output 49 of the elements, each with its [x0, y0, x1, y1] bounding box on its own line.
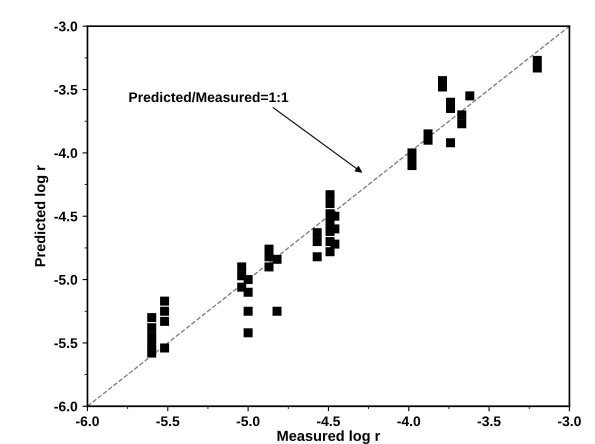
- point: [312, 228, 322, 238]
- x-axis-title: Measured log r: [278, 430, 380, 444]
- point: [244, 306, 253, 316]
- point: [326, 190, 335, 200]
- point: [465, 91, 474, 100]
- point: [264, 262, 274, 272]
- y-tick-label: -4.5: [54, 212, 78, 222]
- x-tick-label: -6.0: [76, 416, 99, 426]
- point: [147, 332, 156, 342]
- y-tick-label: -6.0: [54, 402, 78, 412]
- y-tick-label: -3.0: [54, 22, 78, 32]
- y-tick-label: -4.0: [54, 148, 78, 158]
- point: [312, 237, 322, 246]
- y-tick-label: -3.5: [54, 84, 78, 95]
- point: [446, 104, 456, 114]
- point: [312, 252, 322, 262]
- point: [326, 247, 335, 256]
- point: [272, 254, 282, 264]
- annotation: Predicted/Measured=1:1: [129, 92, 288, 102]
- point: [330, 240, 340, 249]
- point: [147, 323, 156, 332]
- point: [457, 119, 466, 128]
- point: [147, 348, 156, 358]
- x-tick-label: -3.0: [558, 416, 581, 426]
- x-tick-label: -3.5: [478, 416, 501, 426]
- point: [244, 288, 253, 297]
- x-tick-label: -4.5: [317, 416, 340, 426]
- point: [446, 138, 456, 148]
- point: [457, 110, 466, 120]
- point: [237, 262, 246, 272]
- point: [160, 296, 170, 306]
- point: [330, 212, 340, 221]
- point: [160, 316, 170, 326]
- x-tick-label: -4.0: [397, 416, 420, 426]
- point: [532, 64, 542, 73]
- point: [160, 343, 170, 352]
- point: [147, 313, 156, 322]
- x-tick-label: -5.0: [236, 416, 260, 426]
- point: [272, 306, 282, 316]
- y-tick-label: -5.5: [54, 338, 78, 348]
- point: [244, 328, 253, 338]
- y-tick-label: -5.0: [54, 274, 78, 285]
- point: [160, 306, 170, 316]
- point: [407, 161, 416, 170]
- point: [424, 136, 433, 145]
- x-tick-label: -5.5: [156, 416, 180, 426]
- point: [244, 275, 253, 284]
- y-axis-title: Predicted log r: [34, 165, 48, 266]
- point: [326, 199, 335, 208]
